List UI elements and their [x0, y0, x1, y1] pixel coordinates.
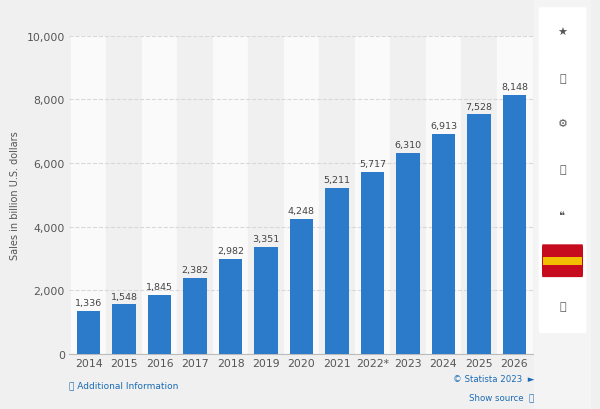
- Text: 1,845: 1,845: [146, 283, 173, 292]
- Bar: [77, 311, 100, 354]
- FancyBboxPatch shape: [539, 99, 586, 151]
- Text: 3,351: 3,351: [253, 235, 280, 244]
- Text: 6,310: 6,310: [394, 141, 422, 150]
- Text: ⚙: ⚙: [557, 119, 568, 129]
- FancyBboxPatch shape: [539, 236, 586, 288]
- FancyBboxPatch shape: [539, 191, 586, 242]
- Text: ❝: ❝: [560, 210, 566, 220]
- Bar: [503, 96, 526, 354]
- Text: 5,717: 5,717: [359, 160, 386, 169]
- Text: 2,382: 2,382: [181, 265, 209, 274]
- Bar: [390, 37, 426, 354]
- Text: ★: ★: [557, 28, 568, 38]
- Bar: [284, 37, 319, 354]
- Text: 5,211: 5,211: [323, 176, 350, 185]
- Bar: [71, 37, 106, 354]
- Bar: [325, 189, 349, 354]
- Bar: [248, 37, 284, 354]
- Bar: [319, 37, 355, 354]
- Bar: [290, 219, 313, 354]
- Text: 🔔: 🔔: [559, 73, 566, 83]
- Text: 2,982: 2,982: [217, 247, 244, 256]
- Bar: [361, 173, 384, 354]
- FancyBboxPatch shape: [542, 245, 583, 277]
- Bar: [467, 115, 491, 354]
- Bar: [432, 135, 455, 354]
- Text: ⓘ Additional Information: ⓘ Additional Information: [69, 380, 178, 389]
- Bar: [219, 259, 242, 354]
- Text: 7,528: 7,528: [466, 102, 493, 111]
- FancyBboxPatch shape: [539, 8, 586, 59]
- Bar: [213, 37, 248, 354]
- FancyBboxPatch shape: [539, 145, 586, 196]
- Bar: [461, 37, 497, 354]
- FancyBboxPatch shape: [539, 282, 586, 333]
- Text: 1,336: 1,336: [75, 299, 102, 308]
- FancyBboxPatch shape: [539, 54, 586, 105]
- Text: ⎙: ⎙: [559, 302, 566, 312]
- Bar: [112, 305, 136, 354]
- Bar: [142, 37, 177, 354]
- Text: 1,548: 1,548: [110, 292, 137, 301]
- Bar: [148, 295, 171, 354]
- Text: 8,148: 8,148: [501, 83, 528, 92]
- Bar: [177, 37, 213, 354]
- Bar: [426, 37, 461, 354]
- Bar: [397, 154, 419, 354]
- Bar: [184, 278, 206, 354]
- Bar: [254, 247, 278, 354]
- Y-axis label: Sales in billion U.S. dollars: Sales in billion U.S. dollars: [10, 131, 20, 260]
- Bar: [106, 37, 142, 354]
- Bar: [542, 257, 583, 265]
- Text: © Statista 2023  ►: © Statista 2023 ►: [452, 374, 534, 383]
- Bar: [355, 37, 390, 354]
- Text: Show source  ⓘ: Show source ⓘ: [469, 392, 534, 401]
- Bar: [497, 37, 532, 354]
- Text: 4,248: 4,248: [288, 207, 315, 215]
- Text: 6,913: 6,913: [430, 122, 457, 131]
- Text: ⮌: ⮌: [559, 165, 566, 175]
